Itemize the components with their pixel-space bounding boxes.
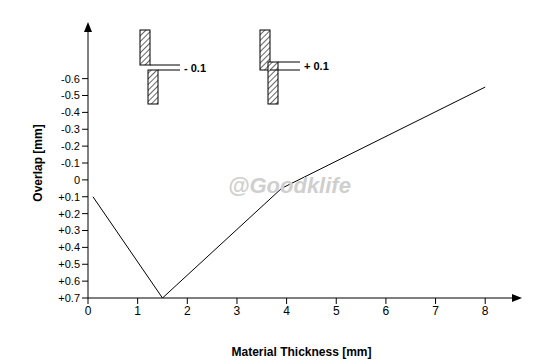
- svg-text:-0.2: -0.2: [61, 140, 80, 152]
- svg-text:@Goodklife: @Goodklife: [228, 173, 351, 198]
- svg-text:+0.2: +0.2: [58, 208, 80, 220]
- svg-text:Overlap [mm]: Overlap [mm]: [31, 124, 45, 201]
- svg-text:2: 2: [184, 304, 191, 318]
- svg-text:8: 8: [482, 304, 489, 318]
- svg-text:-0.1: -0.1: [61, 157, 80, 169]
- svg-text:-0.4: -0.4: [61, 106, 80, 118]
- svg-text:+0.1: +0.1: [58, 191, 80, 203]
- svg-text:+ 0.1: + 0.1: [304, 60, 329, 72]
- svg-text:+0.5: +0.5: [58, 258, 80, 270]
- svg-text:Material Thickness [mm]: Material Thickness [mm]: [231, 345, 371, 359]
- svg-text:-0.6: -0.6: [61, 73, 80, 85]
- svg-text:6: 6: [383, 304, 390, 318]
- svg-text:-0.3: -0.3: [61, 123, 80, 135]
- svg-text:0: 0: [74, 174, 80, 186]
- svg-text:3: 3: [234, 304, 241, 318]
- svg-text:+0.6: +0.6: [58, 275, 80, 287]
- svg-text:- 0.1: - 0.1: [184, 62, 206, 74]
- svg-text:+0.7: +0.7: [58, 292, 80, 304]
- svg-text:7: 7: [432, 304, 439, 318]
- svg-text:-0.5: -0.5: [61, 89, 80, 101]
- svg-text:0: 0: [85, 304, 92, 318]
- svg-text:4: 4: [283, 304, 290, 318]
- svg-text:5: 5: [333, 304, 340, 318]
- svg-text:1: 1: [134, 304, 141, 318]
- svg-text:+0.3: +0.3: [58, 224, 80, 236]
- svg-text:+0.4: +0.4: [58, 241, 80, 253]
